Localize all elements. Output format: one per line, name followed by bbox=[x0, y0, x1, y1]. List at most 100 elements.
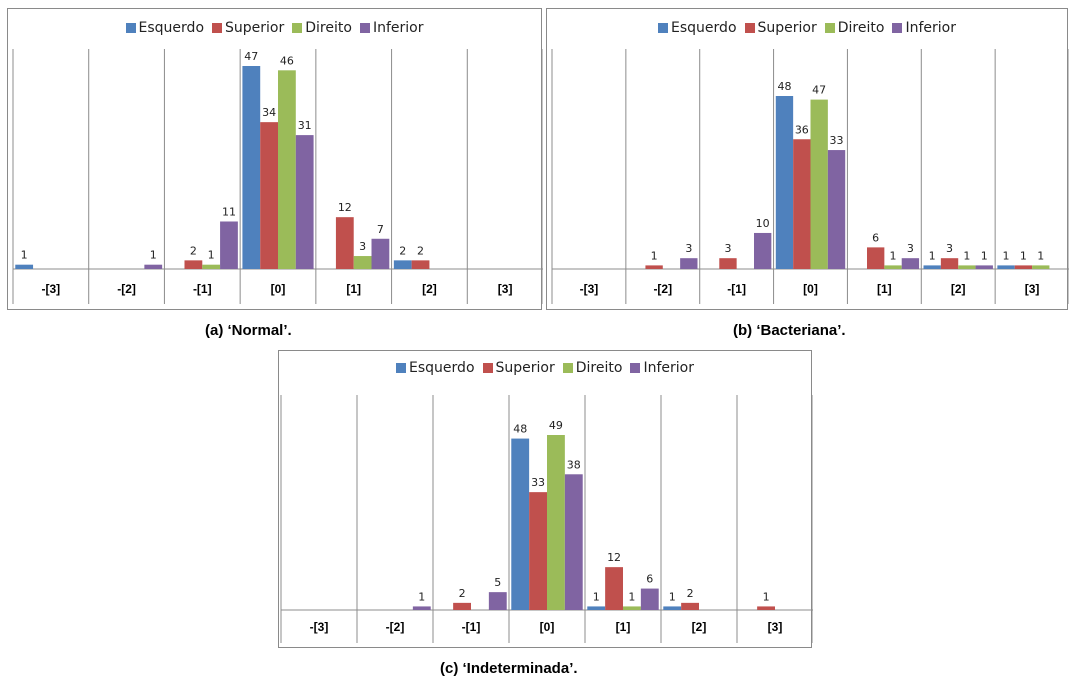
data-label: 2 bbox=[459, 587, 466, 600]
caption-bacteriana: (b) ‘Bacteriana’. bbox=[733, 322, 846, 339]
bar-superior bbox=[793, 139, 811, 269]
data-label: 3 bbox=[907, 242, 914, 255]
data-label: 46 bbox=[280, 54, 294, 67]
data-label: 1 bbox=[651, 249, 658, 262]
data-label: 2 bbox=[399, 244, 406, 257]
data-label: 1 bbox=[981, 249, 988, 262]
category-label: [0] bbox=[540, 620, 555, 634]
bar-inferior bbox=[144, 264, 163, 269]
data-label: 6 bbox=[646, 573, 653, 586]
data-label: 31 bbox=[298, 119, 312, 132]
data-label: 34 bbox=[262, 106, 276, 119]
bar-superior bbox=[940, 258, 959, 269]
data-label: 1 bbox=[890, 249, 897, 262]
legend-label: Inferior bbox=[905, 20, 956, 36]
legend-item-superior: Superior bbox=[212, 20, 284, 36]
bar-inferior bbox=[753, 232, 772, 269]
bar-superior bbox=[645, 265, 663, 269]
data-label: 47 bbox=[244, 50, 258, 63]
legend-label: Esquerdo bbox=[138, 20, 205, 36]
legend-swatch bbox=[744, 23, 755, 33]
data-label: 33 bbox=[830, 134, 844, 147]
category-label: [3] bbox=[498, 282, 513, 296]
category-label: -[2] bbox=[117, 282, 136, 296]
bar-superior bbox=[719, 258, 737, 269]
bar-direito bbox=[547, 435, 565, 610]
bar-direito bbox=[278, 70, 296, 269]
bar-esquerdo bbox=[775, 96, 794, 269]
data-label: 2 bbox=[417, 244, 424, 257]
bar-inferior bbox=[412, 606, 431, 610]
bar-direito bbox=[884, 265, 902, 269]
legend-item-direito: Direito bbox=[292, 20, 352, 36]
bar-superior bbox=[605, 567, 623, 610]
data-label: 1 bbox=[21, 249, 28, 262]
legend-label: Direito bbox=[837, 20, 885, 36]
data-label: 1 bbox=[150, 249, 157, 262]
bar-esquerdo bbox=[587, 606, 606, 610]
data-label: 48 bbox=[513, 423, 527, 436]
bar-esquerdo bbox=[997, 265, 1015, 269]
legend-item-direito: Direito bbox=[824, 20, 885, 36]
category-label: [3] bbox=[768, 620, 783, 634]
category-label: -[3] bbox=[42, 282, 61, 296]
legend-item-esquerdo: Esquerdo bbox=[658, 20, 737, 36]
chart-legend: Esquerdo Superior Direito Inferior bbox=[547, 20, 1067, 37]
category-label: [0] bbox=[271, 282, 286, 296]
bar-inferior bbox=[295, 135, 314, 269]
caption-normal: (a) ‘Normal’. bbox=[205, 322, 292, 339]
legend-label: Esquerdo bbox=[671, 20, 737, 36]
category-label: [2] bbox=[422, 282, 437, 296]
data-label: 1 bbox=[1003, 249, 1010, 262]
bar-inferior bbox=[901, 258, 920, 269]
chart-panel-normal: Esquerdo Superior Direito Inferior -[3] 1 -[2… bbox=[7, 8, 543, 310]
bar-inferior bbox=[371, 238, 390, 269]
bar-inferior bbox=[975, 265, 993, 269]
data-label: 2 bbox=[687, 587, 694, 600]
category-label: [1] bbox=[346, 282, 361, 296]
category-label: -[3] bbox=[580, 282, 599, 296]
data-label: 12 bbox=[338, 201, 352, 214]
bar-esquerdo bbox=[242, 66, 261, 269]
category-label: [1] bbox=[877, 282, 892, 296]
chart-legend: Esquerdo Superior Direito Inferior bbox=[279, 360, 811, 377]
category-label: [0] bbox=[803, 282, 818, 296]
data-label: 1 bbox=[929, 249, 936, 262]
legend-label: Superior bbox=[225, 20, 285, 36]
bar-superior bbox=[1014, 265, 1033, 269]
chart-plot-bacteriana: -[3] -[2]13-[1]310[0]48364733[1]613[2]131… bbox=[551, 49, 1069, 304]
data-label: 49 bbox=[549, 419, 563, 432]
data-label: 1 bbox=[763, 590, 770, 603]
legend-item-inferior: Inferior bbox=[630, 360, 694, 376]
bar-inferior bbox=[564, 474, 583, 610]
bar-superior bbox=[411, 260, 430, 269]
data-label: 6 bbox=[872, 231, 879, 244]
data-label: 10 bbox=[756, 217, 770, 230]
data-label: 47 bbox=[812, 84, 826, 97]
bar-esquerdo bbox=[393, 260, 412, 269]
data-label: 2 bbox=[190, 244, 197, 257]
category-label: [2] bbox=[951, 282, 966, 296]
data-label: 36 bbox=[795, 123, 809, 136]
bar-esquerdo bbox=[663, 606, 682, 610]
legend-label: Inferior bbox=[643, 360, 694, 376]
legend-swatch bbox=[359, 23, 370, 33]
bar-direito bbox=[958, 265, 976, 269]
legend-item-esquerdo: Esquerdo bbox=[125, 20, 205, 36]
bar-esquerdo bbox=[511, 438, 530, 610]
data-label: 1 bbox=[628, 590, 635, 603]
data-label: 11 bbox=[222, 205, 236, 218]
category-label: [1] bbox=[616, 620, 631, 634]
legend-item-inferior: Inferior bbox=[359, 20, 423, 36]
legend-swatch bbox=[562, 363, 573, 373]
category-label: -[3] bbox=[310, 620, 329, 634]
data-label: 1 bbox=[1037, 249, 1044, 262]
bar-superior bbox=[681, 602, 699, 610]
bar-direito bbox=[623, 606, 641, 610]
caption-indeterminada: (c) ‘Indeterminada’. bbox=[440, 660, 578, 677]
data-label: 5 bbox=[494, 576, 501, 589]
category-label: -[1] bbox=[193, 282, 212, 296]
category-label: [2] bbox=[692, 620, 707, 634]
chart-panel-indeterminada: Esquerdo Superior Direito Inferior -[3] -[2]… bbox=[278, 350, 813, 648]
